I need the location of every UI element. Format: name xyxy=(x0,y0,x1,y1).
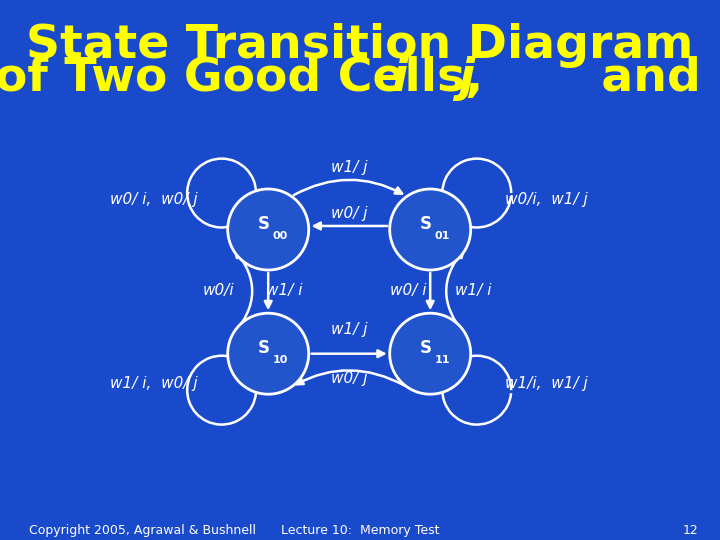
Text: w0/ j: w0/ j xyxy=(331,370,367,386)
Text: Lecture 10:  Memory Test: Lecture 10: Memory Test xyxy=(281,524,439,537)
Text: 12: 12 xyxy=(683,524,698,537)
FancyArrowPatch shape xyxy=(265,273,271,308)
FancyArrowPatch shape xyxy=(314,222,387,230)
Text: Copyright 2005, Agrawal & Bushnell: Copyright 2005, Agrawal & Bushnell xyxy=(29,524,256,537)
Text: 10: 10 xyxy=(272,355,288,365)
FancyArrowPatch shape xyxy=(446,251,465,334)
Text: w0/ i,  w0/ j: w0/ i, w0/ j xyxy=(110,192,197,207)
FancyArrowPatch shape xyxy=(233,251,252,334)
Text: w1/ i: w1/ i xyxy=(455,283,492,298)
Circle shape xyxy=(390,313,471,394)
Circle shape xyxy=(390,189,471,270)
Text: 01: 01 xyxy=(434,231,450,241)
Text: w1/ i,  w0/ j: w1/ i, w0/ j xyxy=(110,376,197,391)
Text: 11: 11 xyxy=(434,355,450,365)
Text: S: S xyxy=(420,215,432,233)
Text: i: i xyxy=(392,56,408,101)
Text: w1/ j: w1/ j xyxy=(331,160,367,175)
Text: S: S xyxy=(258,339,270,357)
Text: of Two Good Cells,     and: of Two Good Cells, and xyxy=(0,56,720,101)
Circle shape xyxy=(228,189,309,270)
Text: 00: 00 xyxy=(272,231,288,241)
Text: w1/ i: w1/ i xyxy=(266,283,302,298)
FancyArrowPatch shape xyxy=(427,273,433,308)
Text: S: S xyxy=(420,339,432,357)
Text: w0/i: w0/i xyxy=(203,283,234,298)
Circle shape xyxy=(228,313,309,394)
Text: w1/i,  w1/ j: w1/i, w1/ j xyxy=(505,376,588,391)
FancyArrowPatch shape xyxy=(312,350,384,357)
FancyArrowPatch shape xyxy=(294,180,402,195)
Text: w0/ j: w0/ j xyxy=(331,206,367,221)
Text: w0/i,  w1/ j: w0/i, w1/ j xyxy=(505,192,588,207)
FancyArrowPatch shape xyxy=(297,370,405,386)
Text: State Transition Diagram: State Transition Diagram xyxy=(27,23,693,69)
Text: w1/ j: w1/ j xyxy=(331,322,367,337)
Text: j: j xyxy=(459,56,474,101)
Text: w0/ i: w0/ i xyxy=(390,283,427,298)
FancyArrowPatch shape xyxy=(250,192,256,200)
Text: S: S xyxy=(258,215,270,233)
